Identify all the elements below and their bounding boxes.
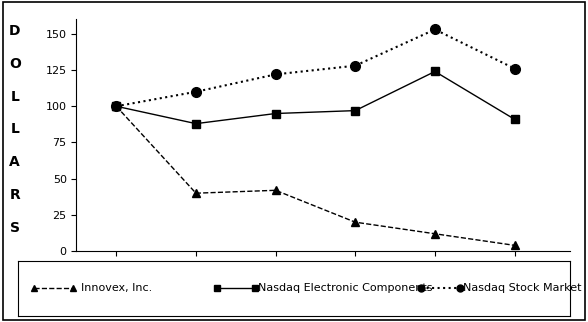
Text: Innovex, Inc.: Innovex, Inc.	[81, 283, 152, 293]
Text: Nasdaq Electronic Components: Nasdaq Electronic Components	[258, 283, 433, 293]
Text: S: S	[9, 221, 20, 235]
Text: Nasdaq Stock Market: Nasdaq Stock Market	[463, 283, 581, 293]
Text: D: D	[9, 24, 21, 38]
Text: R: R	[9, 188, 20, 202]
Text: O: O	[9, 57, 21, 71]
Text: L: L	[10, 122, 19, 137]
Text: A: A	[9, 155, 20, 169]
Text: L: L	[10, 90, 19, 104]
